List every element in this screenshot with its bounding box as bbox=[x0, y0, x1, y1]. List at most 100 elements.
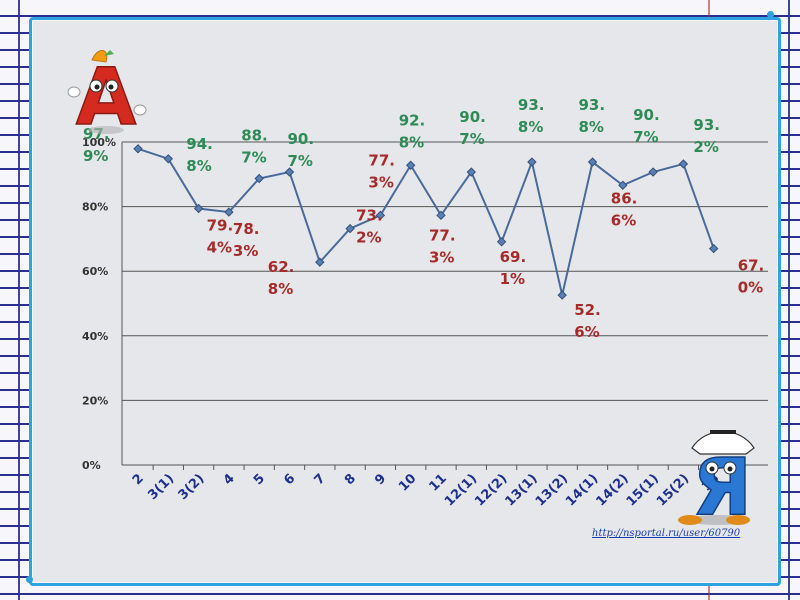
notebook-vline bbox=[788, 0, 790, 600]
letter-ya-mascot-icon: Я bbox=[678, 430, 755, 534]
data-labels: 97. 9%94. 8%79. 4%78. 3%88. 7%90. 7%62. 8%73. 2%… bbox=[83, 96, 764, 341]
data-label-line: 77. bbox=[429, 226, 456, 244]
x-tick-label: 3(1) bbox=[145, 471, 177, 503]
data-label-line: 2% bbox=[693, 138, 718, 156]
chart-frame bbox=[29, 17, 781, 586]
frame-corner-dot bbox=[26, 576, 33, 583]
data-label: 93. 8% bbox=[518, 96, 545, 136]
data-label: 78. 3% bbox=[233, 220, 260, 260]
data-point bbox=[466, 167, 477, 177]
data-label: 77. 3% bbox=[429, 226, 456, 266]
data-point bbox=[436, 210, 446, 221]
x-tick-label: 12(1) bbox=[442, 471, 480, 509]
x-tick-label: 2 bbox=[130, 471, 147, 488]
data-label-line: 73. bbox=[356, 207, 383, 225]
data-label-line: 90. bbox=[459, 108, 486, 126]
x-tick-label: 11 bbox=[426, 471, 449, 494]
data-point bbox=[648, 167, 658, 177]
data-label-line: 86. bbox=[611, 189, 638, 207]
data-label: 93. 8% bbox=[579, 96, 606, 136]
data-label: 88. 7% bbox=[241, 126, 268, 166]
data-label-line: 2% bbox=[356, 229, 381, 247]
data-label-line: 7% bbox=[241, 148, 266, 166]
data-label-line: 8% bbox=[579, 118, 604, 136]
series-line bbox=[137, 147, 715, 296]
data-point bbox=[678, 159, 689, 169]
x-axis-ticks: 23(1)3(2) 4 5 6 7 8 9 10 1112(1)12(2)13(1)13(2)1… bbox=[130, 471, 723, 509]
data-point bbox=[163, 154, 174, 164]
data-label: 90. 7% bbox=[288, 130, 315, 170]
data-label-line: 79. bbox=[207, 217, 234, 235]
x-tick-label: 12(2) bbox=[472, 471, 510, 509]
data-label-line: 8% bbox=[518, 118, 543, 136]
x-tick-label: 6 bbox=[281, 471, 298, 488]
y-tick-label: 0% bbox=[82, 459, 101, 472]
data-label: 62. 8% bbox=[268, 258, 295, 298]
x-tick-label: 13(1) bbox=[503, 471, 541, 509]
data-point bbox=[708, 243, 719, 254]
data-label-line: 4% bbox=[207, 239, 232, 257]
data-label-line: 6% bbox=[611, 211, 636, 229]
data-point bbox=[527, 157, 537, 167]
data-point bbox=[224, 207, 234, 217]
data-label-line: 9% bbox=[83, 147, 108, 165]
x-tick-label: 8 bbox=[342, 471, 359, 488]
data-label: 86. 6% bbox=[611, 189, 638, 229]
y-axis-ticks: 0% 20% 40% 60% 80% 100% bbox=[82, 136, 116, 472]
data-label: 90. 7% bbox=[459, 108, 486, 148]
data-point bbox=[193, 203, 204, 214]
data-label-line: 8% bbox=[268, 280, 293, 298]
data-point bbox=[587, 157, 598, 167]
data-label-line: 93. bbox=[518, 96, 545, 114]
data-label-line: 8% bbox=[399, 133, 424, 151]
data-label-line: 93. bbox=[693, 116, 720, 134]
data-label: 92. 8% bbox=[399, 111, 426, 151]
data-point bbox=[315, 257, 325, 267]
data-label-line: 67. bbox=[738, 257, 765, 275]
data-label: 93. 2% bbox=[693, 116, 720, 156]
x-tick-label: 14(1) bbox=[563, 471, 601, 509]
data-label: 67. 0% bbox=[738, 257, 765, 297]
svg-text:А: А bbox=[76, 53, 136, 143]
grid bbox=[121, 141, 768, 470]
data-label-line: 88. bbox=[241, 126, 268, 144]
x-tick-label: 9 bbox=[372, 471, 389, 488]
data-label-line: 78. bbox=[233, 220, 260, 238]
data-label-line: 52. bbox=[574, 301, 601, 319]
y-tick-label: 60% bbox=[82, 265, 108, 278]
y-tick-label: 20% bbox=[82, 394, 108, 407]
x-tick-label: 7 bbox=[312, 471, 329, 488]
x-tick-label: 15(1) bbox=[624, 471, 662, 509]
data-point bbox=[405, 160, 416, 170]
y-tick-label: 80% bbox=[82, 201, 108, 214]
x-tick-label: 5 bbox=[251, 471, 268, 488]
frame-corner-dot bbox=[767, 11, 774, 18]
data-label-line: 94. bbox=[186, 135, 213, 153]
source-link[interactable]: http://nsportal.ru/user/60790 bbox=[592, 528, 741, 539]
x-tick-label: 15(2) bbox=[654, 471, 692, 509]
y-tick-label: 40% bbox=[82, 330, 108, 343]
data-label-line: 3% bbox=[368, 173, 393, 191]
markers bbox=[133, 144, 719, 300]
data-label-line: 77. bbox=[368, 151, 395, 169]
notebook-vline bbox=[18, 0, 20, 600]
data-label-line: 3% bbox=[233, 242, 258, 260]
data-label-line: 93. bbox=[579, 96, 606, 114]
data-label: 73. 2% bbox=[356, 207, 383, 247]
data-label-line: 7% bbox=[288, 152, 313, 170]
y-tick-label: 100% bbox=[82, 136, 116, 149]
data-point bbox=[557, 290, 567, 300]
data-point bbox=[284, 167, 295, 177]
x-tick-label: 14(2) bbox=[593, 471, 631, 509]
x-tick-label: 10 bbox=[396, 471, 419, 494]
data-point bbox=[618, 180, 628, 190]
data-label-line: 7% bbox=[459, 130, 484, 148]
data-label: 77. 3% bbox=[368, 151, 395, 191]
data-point bbox=[133, 144, 143, 154]
data-point bbox=[496, 237, 507, 247]
data-label-line: 7% bbox=[633, 128, 658, 146]
data-label: 69. 1% bbox=[500, 248, 527, 288]
data-label-line: 69. bbox=[500, 248, 527, 266]
x-tick-label: 3(2) bbox=[176, 471, 208, 503]
